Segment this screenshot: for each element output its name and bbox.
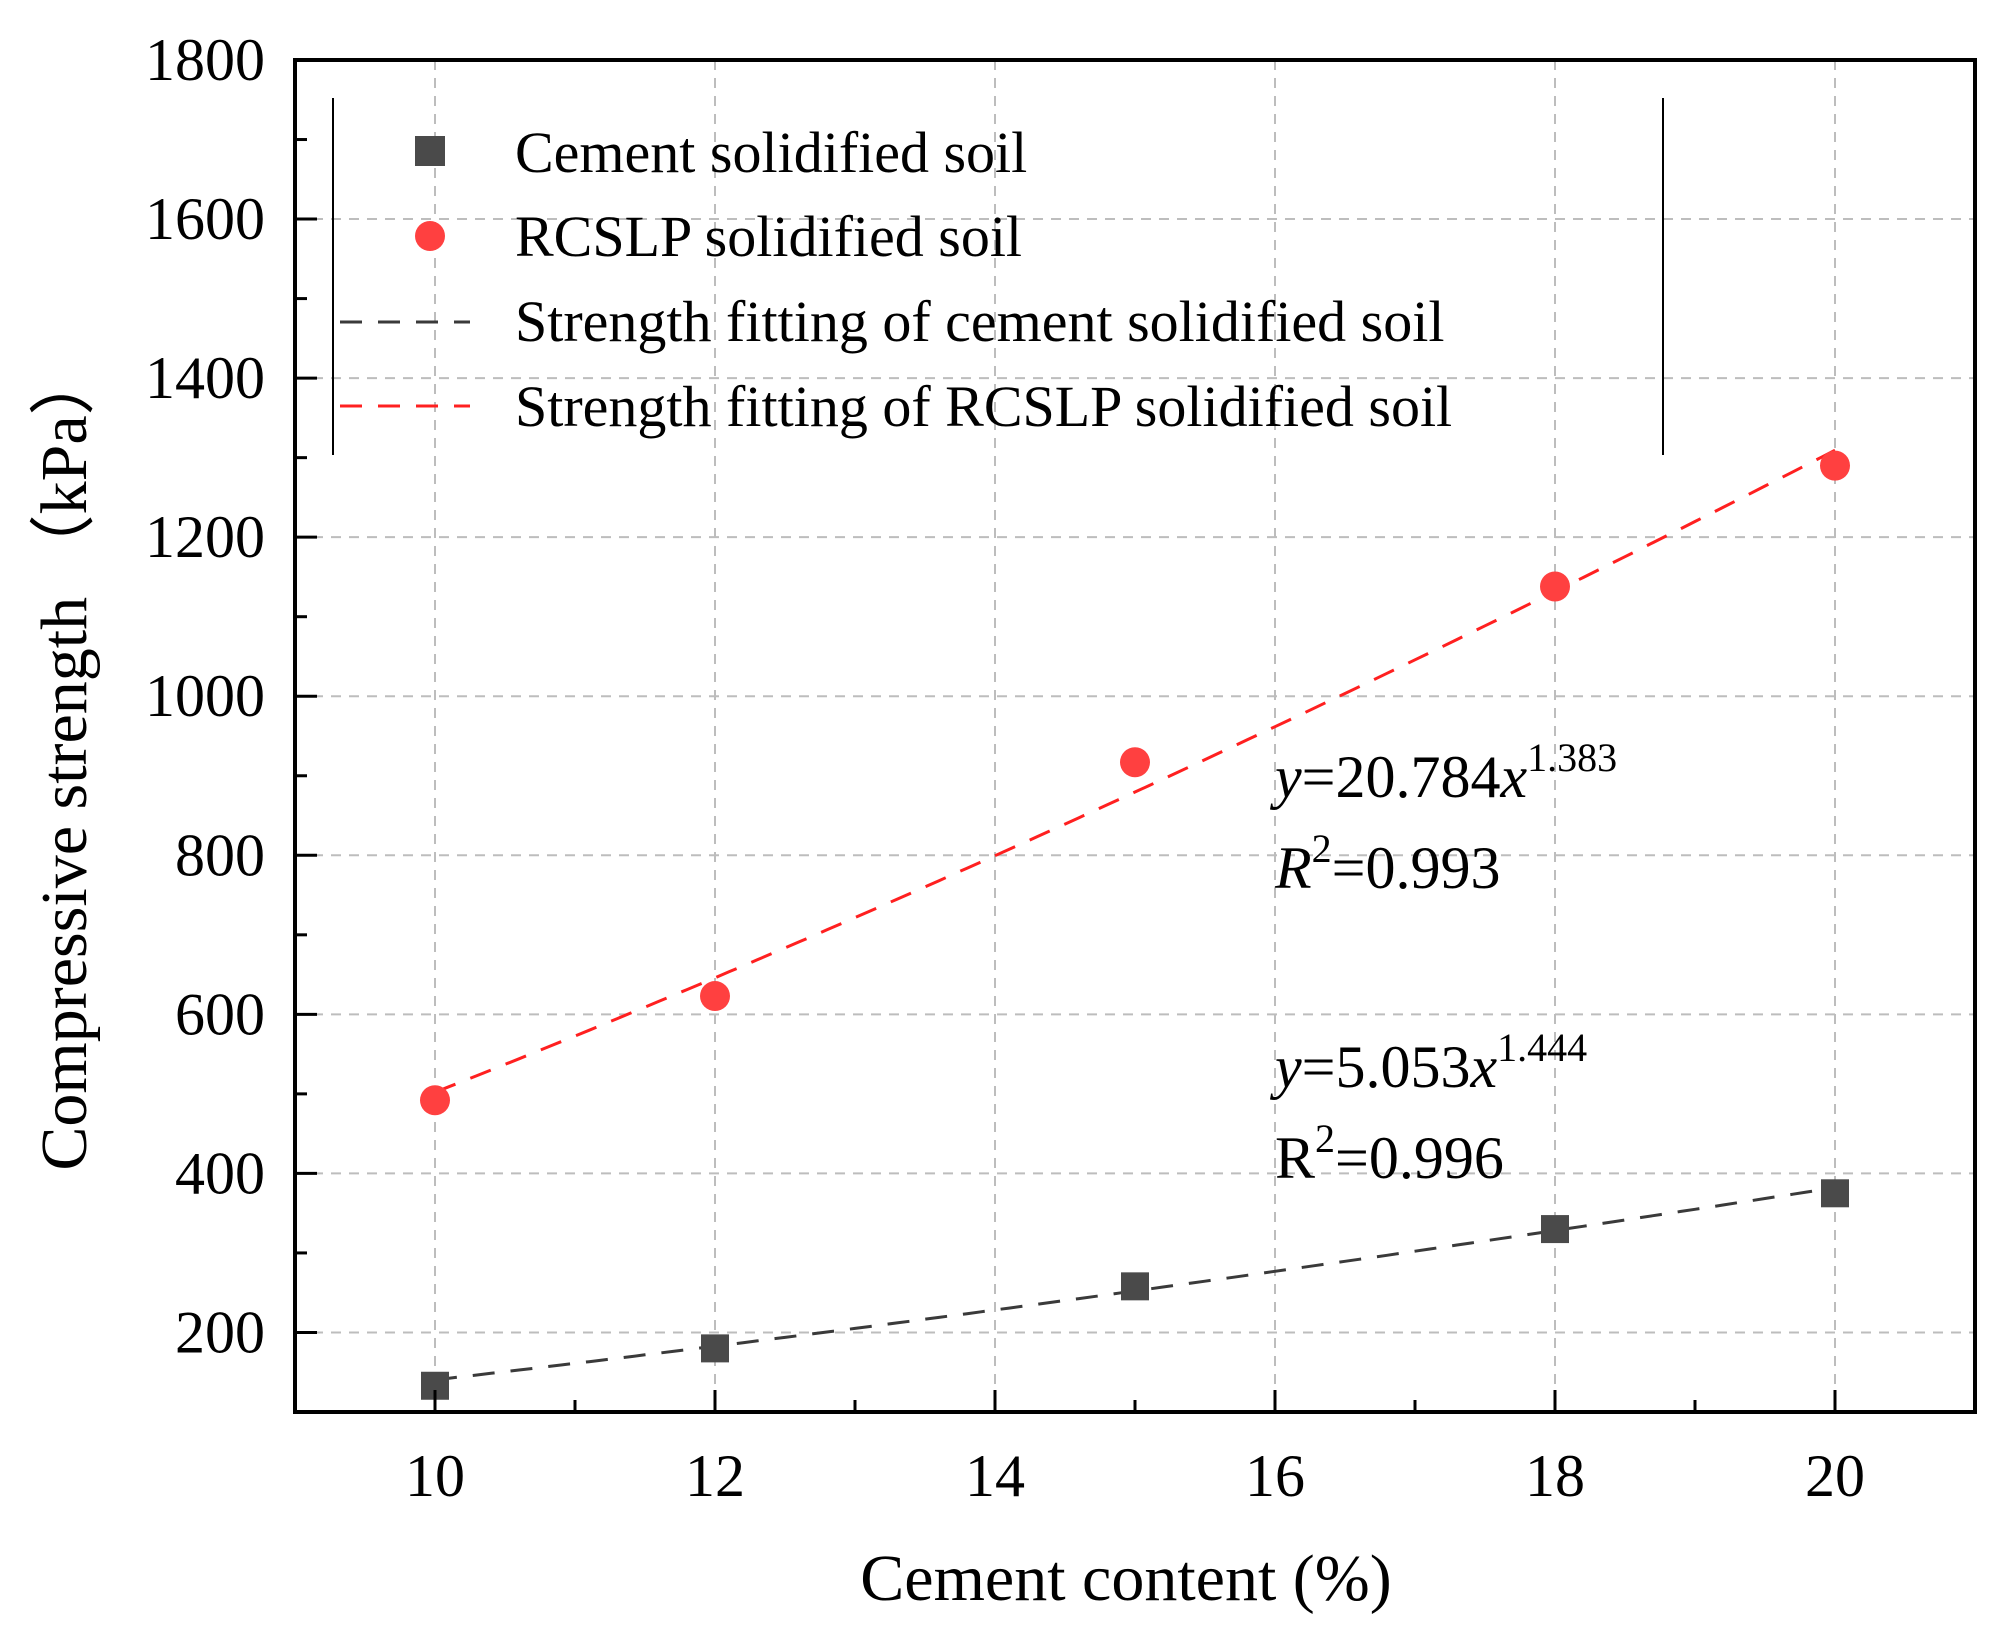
y-tick-label-200: 200 <box>175 1299 265 1365</box>
legend-square-marker <box>415 136 445 166</box>
y-tick-label-800: 800 <box>175 822 265 888</box>
y-axis-title: Compressive strength （kPa） <box>28 349 101 1170</box>
axis-layer <box>293 58 1977 1414</box>
legend-circle-marker <box>415 221 445 251</box>
legend-label-cement: Cement solidified soil <box>515 120 1027 185</box>
grid-layer <box>295 60 1975 1412</box>
legend-label-cement-fit: Strength fitting of cement solidified so… <box>515 289 1444 354</box>
y-tick-label-1800: 1800 <box>145 27 265 93</box>
x-tick-label-18: 18 <box>1525 1443 1585 1509</box>
y-tick-label-1400: 1400 <box>145 345 265 411</box>
point-rcslp-12 <box>700 981 730 1012</box>
x-tick-label-12: 12 <box>685 1443 745 1509</box>
point-rcslp-18 <box>1540 571 1570 602</box>
point-layer <box>420 450 1850 1400</box>
equation-rcslp-r2: R2=0.993 <box>1274 826 1501 901</box>
fit-line-1 <box>434 448 1836 1094</box>
point-rcslp-20 <box>1820 450 1850 481</box>
x-tick-label-16: 16 <box>1245 1443 1305 1509</box>
point-cement-20 <box>1821 1179 1849 1208</box>
x-axis-title: Cement content (%) <box>860 1542 1391 1615</box>
equation-cement-formula: y=5.053x1.444 <box>1269 1025 1587 1100</box>
equation-rcslp: y=20.784x1.383 R2=0.993 <box>1269 735 1617 901</box>
equation-cement: y=5.053x1.444 R2=0.996 <box>1269 1025 1587 1191</box>
y-tick-label-1600: 1600 <box>145 186 265 252</box>
legend: Cement solidified soil RCSLP solidified … <box>332 98 1664 455</box>
legend-label-rcslp: RCSLP solidified soil <box>515 204 1022 269</box>
point-cement-15 <box>1121 1272 1149 1301</box>
point-rcslp-10 <box>420 1085 450 1116</box>
equation-cement-r2: R2=0.996 <box>1275 1116 1504 1191</box>
legend-label-rcslp-fit: Strength fitting of RCSLP solidified soi… <box>515 374 1452 439</box>
y-tick-label-600: 600 <box>175 981 265 1047</box>
y-tick-label-400: 400 <box>175 1140 265 1206</box>
x-tick-label-10: 10 <box>405 1443 465 1509</box>
y-tick-label-1200: 1200 <box>145 504 265 570</box>
fit-layer <box>434 448 1836 1382</box>
tick-label-layer: 10 12 14 16 18 20 200 400 600 800 1000 1200 1400 1600… <box>145 27 1865 1509</box>
equation-rcslp-formula: y=20.784x1.383 <box>1269 735 1617 810</box>
y-tick-label-1000: 1000 <box>145 663 265 729</box>
x-tick-label-20: 20 <box>1805 1443 1865 1509</box>
point-cement-18 <box>1541 1215 1569 1244</box>
point-rcslp-15 <box>1120 747 1150 778</box>
point-cement-12 <box>701 1334 729 1363</box>
x-tick-label-14: 14 <box>965 1443 1025 1509</box>
